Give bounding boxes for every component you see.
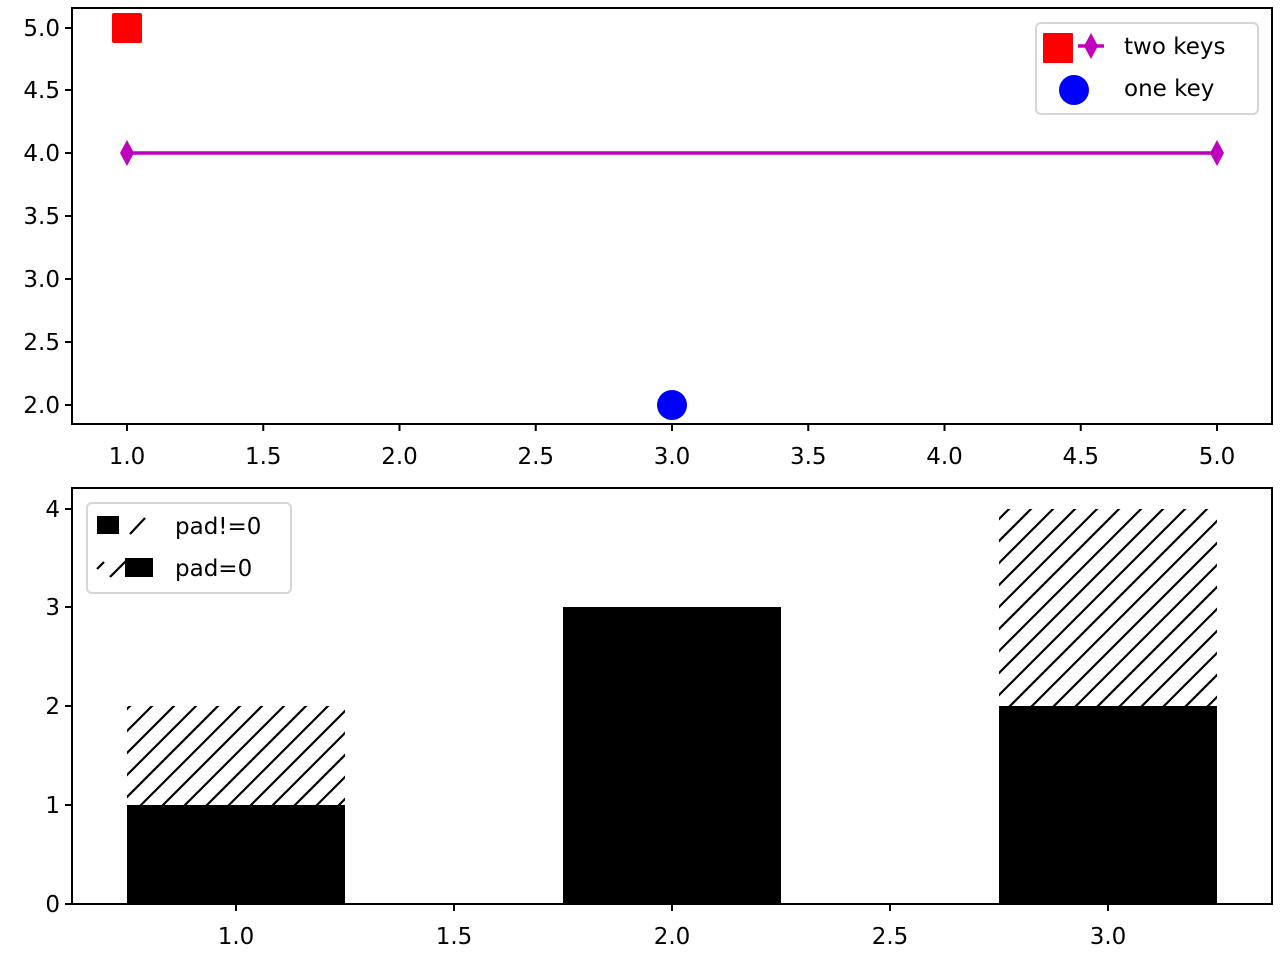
y-tick-label: 1 xyxy=(45,793,60,819)
y-tick-label: 3.5 xyxy=(23,204,60,230)
x-tick-label: 4.0 xyxy=(926,444,963,470)
top-x-ticks xyxy=(126,424,1218,431)
y-tick-label: 4.5 xyxy=(23,78,60,104)
legend-red-square-icon xyxy=(1043,33,1073,63)
top-legend: two keys one key xyxy=(1035,22,1259,115)
x-tick-label: 2.0 xyxy=(654,924,691,950)
x-tick-label: 3.0 xyxy=(654,444,691,470)
y-tick-label: 2 xyxy=(45,694,60,720)
legend-blue-circle-icon xyxy=(1059,75,1089,105)
bar-hatched xyxy=(127,706,345,805)
legend-label-pad-zero: pad=0 xyxy=(175,556,252,582)
x-tick-label: 2.5 xyxy=(872,924,909,950)
x-tick-label: 1.0 xyxy=(109,444,146,470)
x-tick-label: 3.0 xyxy=(1090,924,1127,950)
red-square-marker-icon xyxy=(112,13,142,43)
x-tick-label: 1.0 xyxy=(218,924,255,950)
x-tick-label: 5.0 xyxy=(1199,444,1236,470)
y-tick-label: 5.0 xyxy=(23,16,60,42)
y-tick-label: 2.0 xyxy=(23,393,60,419)
bar-solid xyxy=(999,706,1217,904)
x-tick-label: 3.5 xyxy=(790,444,827,470)
diamond-marker-icon xyxy=(1210,140,1224,166)
bar-hatched xyxy=(999,509,1217,706)
legend-hatch-line xyxy=(109,560,127,578)
bottom-axes: 1.0 1.5 2.0 2.5 3.0 0 1 2 3 4 pad!=0 xyxy=(45,487,1273,950)
y-tick-label: 3 xyxy=(45,595,60,621)
x-tick-label: 2.0 xyxy=(381,444,418,470)
top-axes: 1.0 1.5 2.0 2.5 3.0 3.5 4.0 4.5 5.0 2.0 … xyxy=(23,7,1273,470)
legend-label-two-keys: two keys xyxy=(1124,34,1225,60)
bottom-y-ticks xyxy=(65,508,72,905)
y-tick-label: 2.5 xyxy=(23,330,60,356)
legend-solid-patch-icon xyxy=(125,558,153,577)
legend-label-pad-nonzero: pad!=0 xyxy=(175,514,261,540)
top-y-ticks xyxy=(65,27,72,406)
bar-solid xyxy=(127,805,345,904)
y-tick-label: 3.0 xyxy=(23,267,60,293)
legend-solid-patch-icon xyxy=(97,516,119,534)
x-tick-label: 4.5 xyxy=(1062,444,1099,470)
diamond-marker-icon xyxy=(120,140,134,166)
bottom-x-ticks xyxy=(235,904,1109,911)
legend-diamond-icon xyxy=(1084,33,1098,59)
x-tick-label: 1.5 xyxy=(436,924,473,950)
bar-solid xyxy=(563,607,781,904)
y-tick-label: 4.0 xyxy=(23,141,60,167)
x-tick-label: 2.5 xyxy=(517,444,554,470)
legend-label-one-key: one key xyxy=(1124,76,1214,102)
y-tick-label: 4 xyxy=(45,497,60,523)
legend-hatch-patch-icon xyxy=(129,517,146,535)
legend-hatch-patch-icon xyxy=(96,561,105,570)
y-tick-label: 0 xyxy=(45,892,60,918)
blue-circle-marker-icon xyxy=(657,390,687,420)
x-tick-label: 1.5 xyxy=(245,444,282,470)
bottom-legend: pad!=0 pad=0 xyxy=(86,502,292,594)
